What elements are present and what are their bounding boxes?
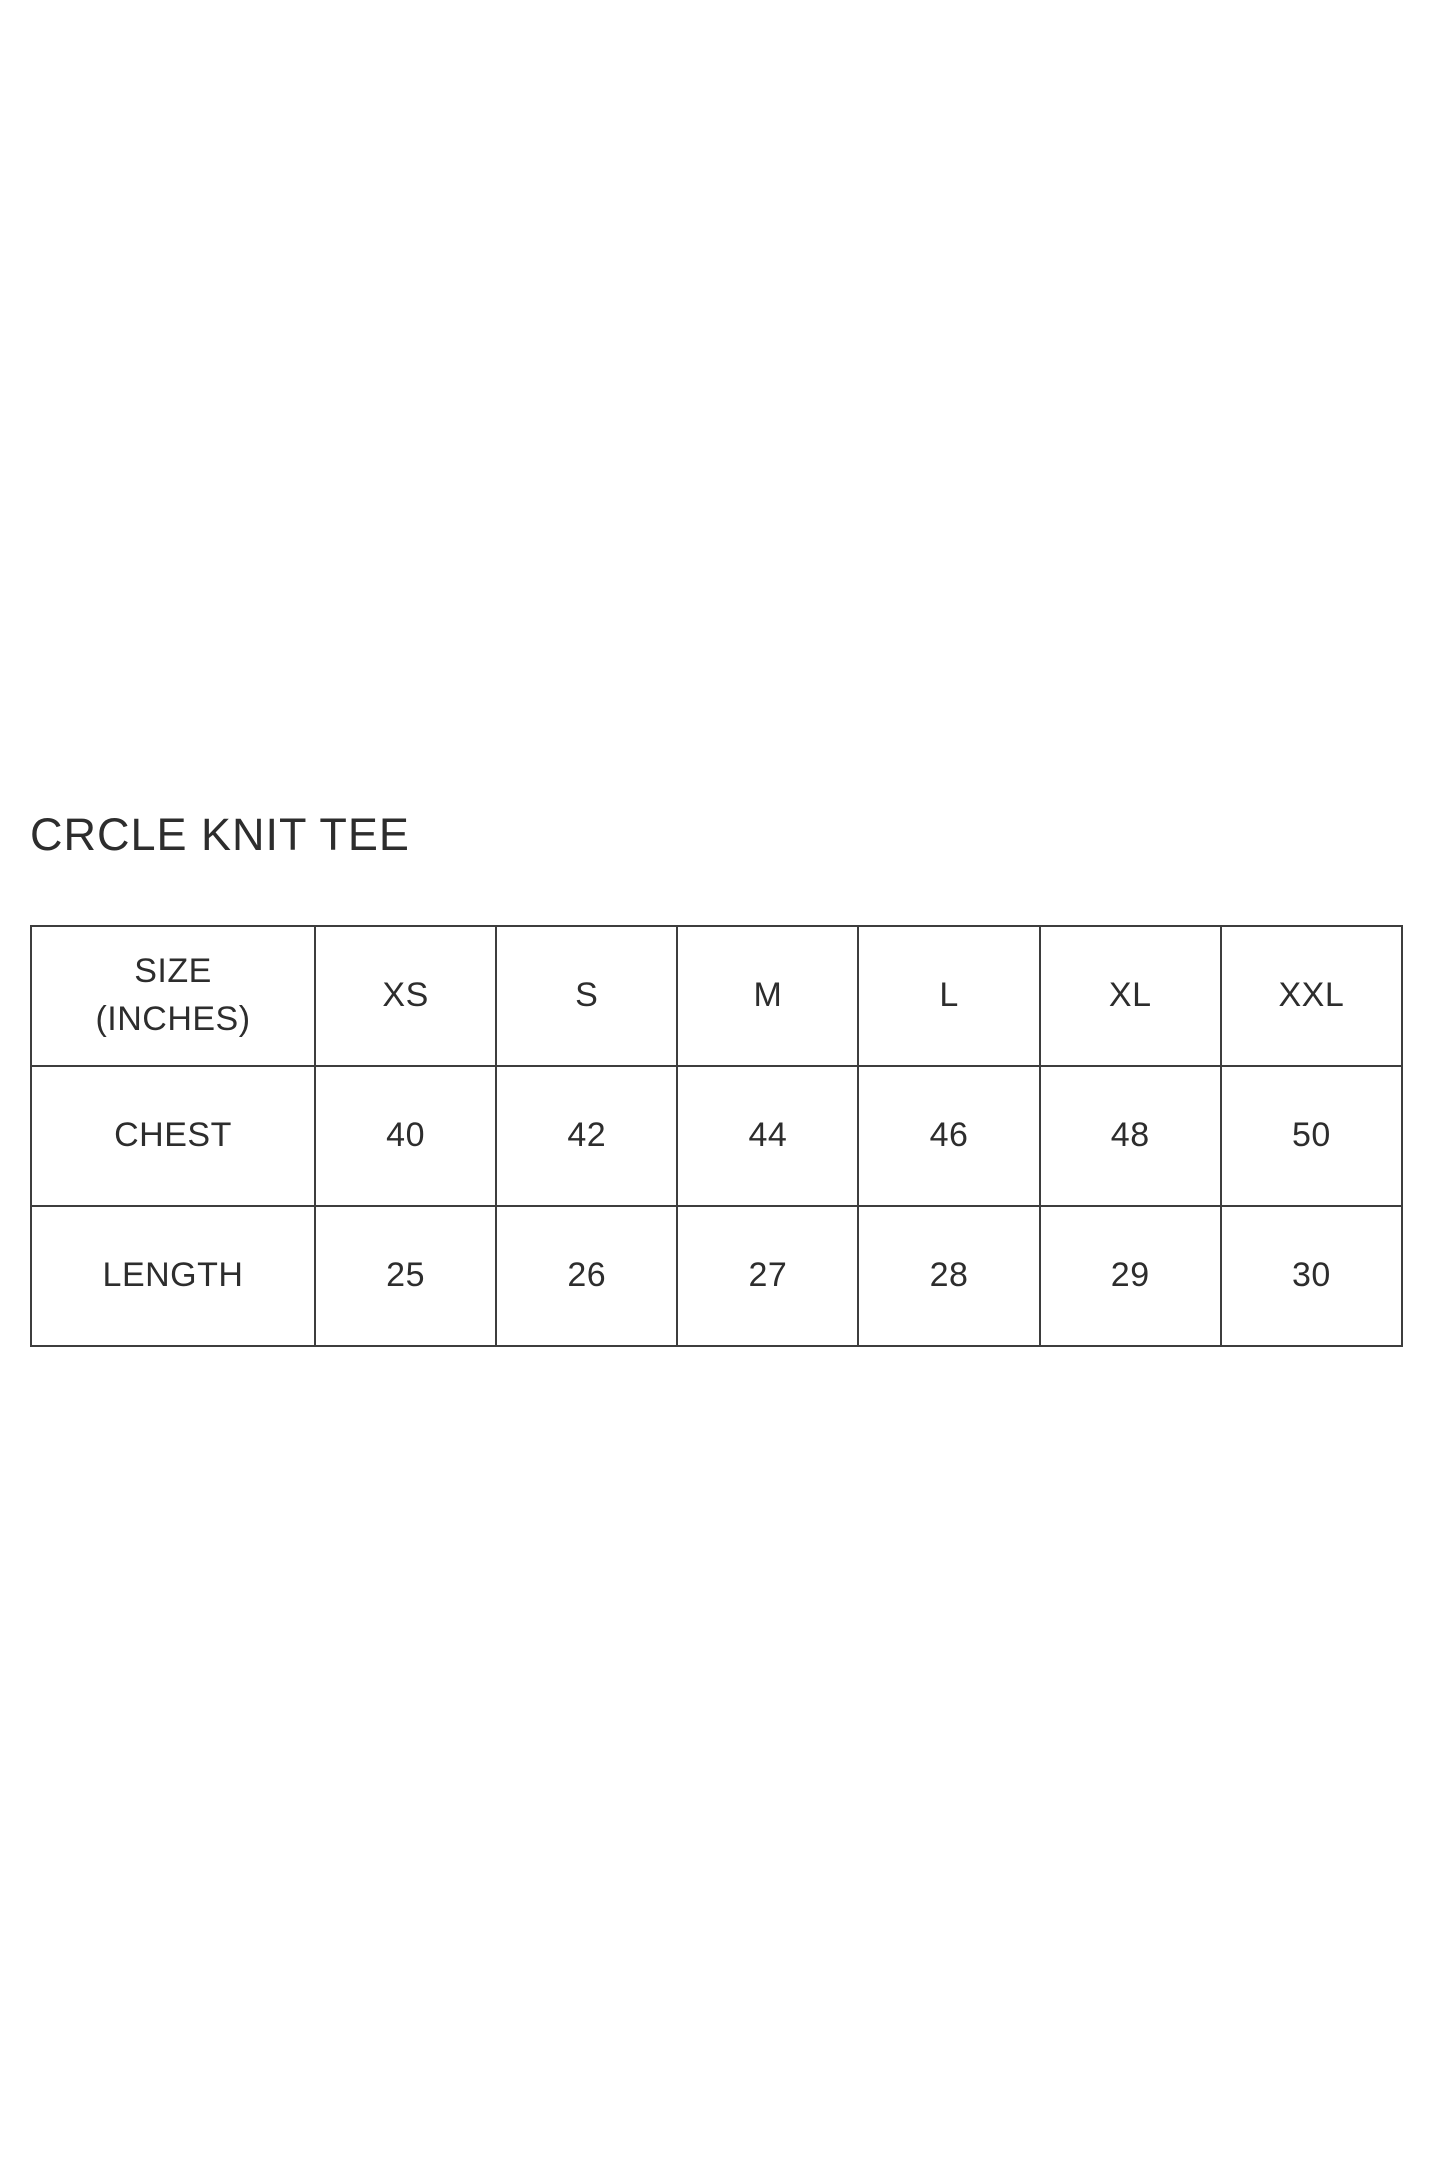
length-value-xs: 25 bbox=[313, 1205, 498, 1347]
size-chart-table: SIZE (INCHES) XS S M L XL XXL CHEST 40 4… bbox=[30, 925, 1404, 1347]
size-col-header-xs: XS bbox=[313, 925, 498, 1067]
chest-value-l: 46 bbox=[857, 1065, 1041, 1207]
size-col-header-s: S bbox=[495, 925, 679, 1067]
length-value-s: 26 bbox=[495, 1205, 679, 1347]
length-value-xl: 29 bbox=[1038, 1205, 1222, 1347]
row-label-length: LENGTH bbox=[30, 1205, 316, 1347]
chest-value-m: 44 bbox=[676, 1065, 860, 1207]
size-col-header-xl: XL bbox=[1038, 925, 1222, 1067]
size-col-header-m: M bbox=[676, 925, 860, 1067]
size-inches-line2: (INCHES) bbox=[95, 1000, 251, 1038]
length-value-m: 27 bbox=[676, 1205, 860, 1347]
chest-value-xxl: 50 bbox=[1219, 1065, 1404, 1207]
size-chart-header-row: SIZE (INCHES) XS S M L XL XXL bbox=[30, 925, 1404, 1067]
size-inches-line1: SIZE bbox=[134, 952, 212, 991]
size-chart-row-length: LENGTH 25 26 27 28 29 30 bbox=[30, 1205, 1404, 1347]
length-value-xxl: 30 bbox=[1219, 1205, 1404, 1347]
chest-value-s: 42 bbox=[495, 1065, 679, 1207]
size-chart-row-chest: CHEST 40 42 44 46 48 50 bbox=[30, 1065, 1404, 1207]
size-inches-header-cell: SIZE (INCHES) bbox=[30, 925, 316, 1067]
row-label-chest: CHEST bbox=[30, 1065, 316, 1207]
chest-value-xl: 48 bbox=[1038, 1065, 1222, 1207]
length-value-l: 28 bbox=[857, 1205, 1041, 1347]
size-col-header-l: L bbox=[857, 925, 1041, 1067]
page-title: CRCLE KNIT TEE bbox=[30, 809, 410, 860]
size-col-header-xxl: XXL bbox=[1219, 925, 1404, 1067]
chest-value-xs: 40 bbox=[313, 1065, 498, 1207]
